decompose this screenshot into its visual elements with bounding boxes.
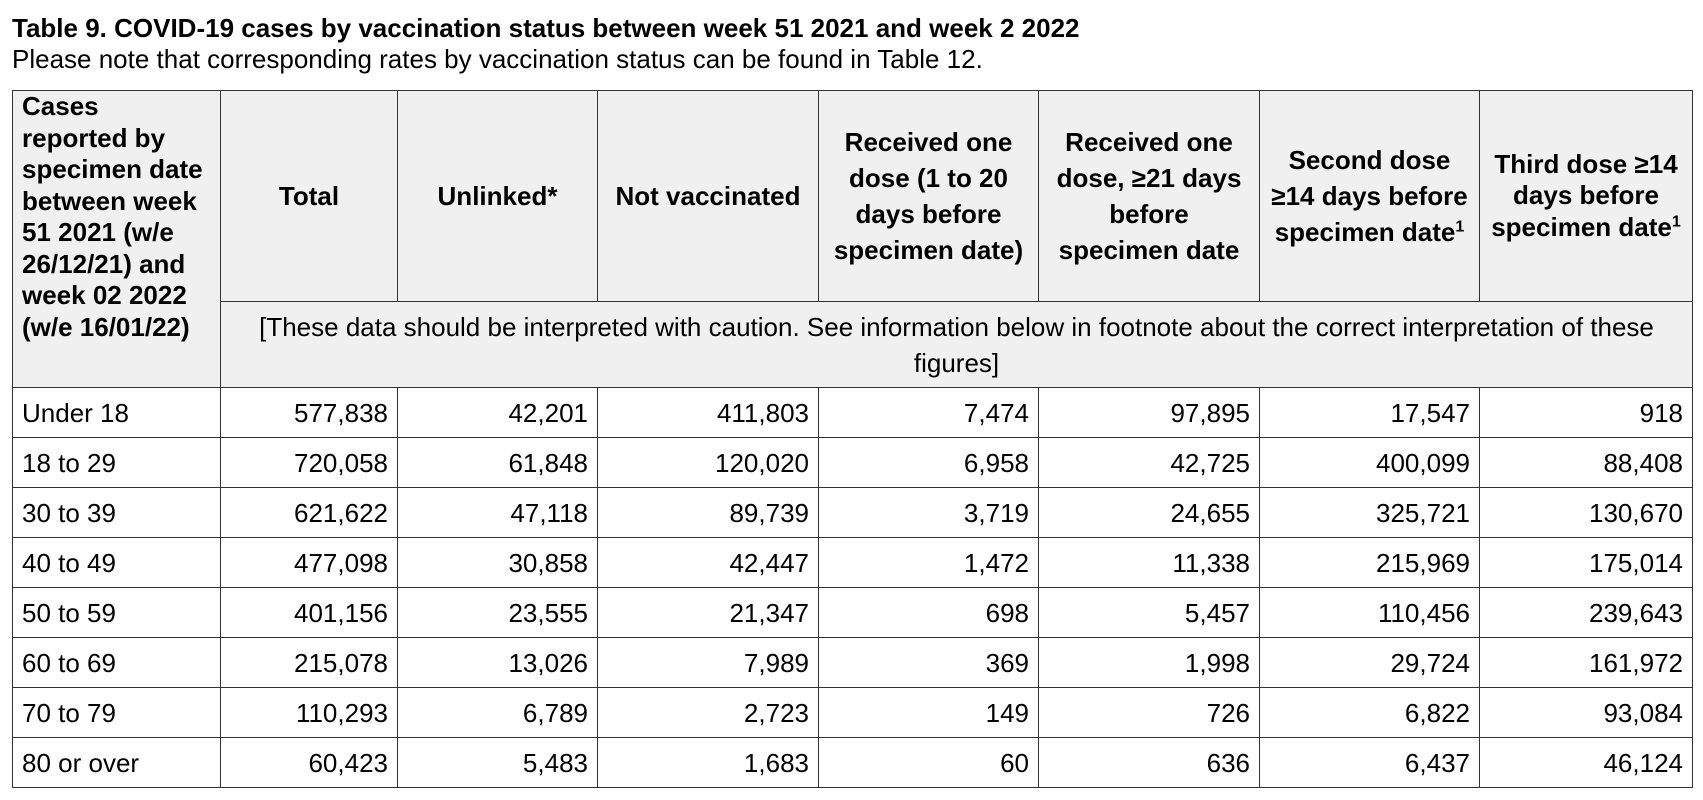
total-cell: 215,078: [220, 637, 398, 688]
header-row: Cases reported by specimen date between …: [12, 90, 1693, 388]
table-subtitle: Please note that corresponding rates by …: [12, 44, 983, 74]
one-dose-21-plus-cell: 11,338: [1038, 537, 1260, 588]
second-dose-cell: 325,721: [1259, 487, 1480, 538]
table-title: Table 9. COVID-19 cases by vaccination s…: [12, 13, 1080, 43]
column-header: Received one dose, ≥21 days before speci…: [1038, 90, 1260, 302]
age-group-cell: 40 to 49: [12, 537, 221, 588]
unlinked-cell: 42,201: [397, 387, 598, 438]
one-dose-21-plus-cell: 1,998: [1038, 637, 1260, 688]
column-header-label: Not vaccinated: [615, 181, 801, 211]
total-cell: 621,622: [220, 487, 398, 538]
unlinked-cell: 13,026: [397, 637, 598, 688]
third-dose-cell: 239,643: [1479, 587, 1693, 638]
column-header-label: Unlinked*: [437, 181, 558, 211]
age-group-cell: 30 to 39: [12, 487, 221, 538]
unlinked-cell: 6,789: [397, 687, 598, 738]
column-header: Third dose ≥14 days before specimen date…: [1479, 90, 1693, 302]
total-cell: 720,058: [220, 437, 398, 488]
column-header-label: Total: [278, 181, 340, 211]
not-vaccinated-cell: 2,723: [597, 687, 819, 738]
age-group-cell: 60 to 69: [12, 637, 221, 688]
not-vaccinated-cell: 21,347: [597, 587, 819, 638]
third-dose-cell: 918: [1479, 387, 1693, 438]
table-row: 30 to 39 621,622 47,118 89,739 3,719 24,…: [12, 487, 1693, 538]
not-vaccinated-cell: 89,739: [597, 487, 819, 538]
one-dose-1-20-cell: 60: [818, 737, 1039, 788]
third-dose-cell: 46,124: [1479, 737, 1693, 788]
table-row: Under 18 577,838 42,201 411,803 7,474 97…: [12, 387, 1693, 438]
table-row: 60 to 69 215,078 13,026 7,989 369 1,998 …: [12, 637, 1693, 688]
not-vaccinated-cell: 42,447: [597, 537, 819, 588]
column-header-label: Second dose ≥14 days before specimen dat…: [1271, 145, 1468, 247]
one-dose-21-plus-cell: 636: [1038, 737, 1260, 788]
table-row: 70 to 79 110,293 6,789 2,723 149 726 6,8…: [12, 687, 1693, 738]
third-dose-cell: 93,084: [1479, 687, 1693, 738]
not-vaccinated-cell: 1,683: [597, 737, 819, 788]
column-header-label: Third dose ≥14 days before specimen date: [1491, 148, 1678, 242]
third-dose-cell: 175,014: [1479, 537, 1693, 588]
age-group-cell: 50 to 59: [12, 587, 221, 638]
total-cell: 577,838: [220, 387, 398, 438]
table-row: 40 to 49 477,098 30,858 42,447 1,472 11,…: [12, 537, 1693, 588]
not-vaccinated-cell: 411,803: [597, 387, 819, 438]
not-vaccinated-cell: 120,020: [597, 437, 819, 488]
age-group-cell: 70 to 79: [12, 687, 221, 738]
unlinked-cell: 23,555: [397, 587, 598, 638]
column-header: Unlinked*: [397, 90, 598, 302]
one-dose-1-20-cell: 698: [818, 587, 1039, 638]
unlinked-cell: 47,118: [397, 487, 598, 538]
column-header-label: Received one dose (1 to 20 days before s…: [833, 127, 1024, 265]
one-dose-21-plus-cell: 5,457: [1038, 587, 1260, 638]
table-row: 18 to 29 720,058 61,848 120,020 6,958 42…: [12, 437, 1693, 488]
title-block: Table 9. COVID-19 cases by vaccination s…: [12, 12, 1692, 74]
vaccination-status-table: Cases reported by specimen date between …: [12, 90, 1693, 788]
unlinked-cell: 30,858: [397, 537, 598, 588]
one-dose-1-20-cell: 6,958: [818, 437, 1039, 488]
one-dose-21-plus-cell: 24,655: [1038, 487, 1260, 538]
column-header: Second dose ≥14 days before specimen dat…: [1259, 90, 1480, 302]
not-vaccinated-cell: 7,989: [597, 637, 819, 688]
column-header: Received one dose (1 to 20 days before s…: [818, 90, 1039, 302]
one-dose-21-plus-cell: 97,895: [1038, 387, 1260, 438]
age-group-cell: 80 or over: [12, 737, 221, 788]
third-dose-cell: 130,670: [1479, 487, 1693, 538]
one-dose-1-20-cell: 3,719: [818, 487, 1039, 538]
one-dose-1-20-cell: 369: [818, 637, 1039, 688]
second-dose-cell: 215,969: [1259, 537, 1480, 588]
second-dose-cell: 29,724: [1259, 637, 1480, 688]
row-header-cell: Cases reported by specimen date between …: [12, 90, 221, 388]
total-cell: 477,098: [220, 537, 398, 588]
footnote-marker: 1: [1671, 213, 1681, 231]
column-header: Not vaccinated: [597, 90, 819, 302]
table-row: 50 to 59 401,156 23,555 21,347 698 5,457…: [12, 587, 1693, 638]
second-dose-cell: 400,099: [1259, 437, 1480, 488]
footnote-marker: 1: [1455, 218, 1465, 236]
one-dose-1-20-cell: 1,472: [818, 537, 1039, 588]
second-dose-cell: 17,547: [1259, 387, 1480, 438]
caution-row: [These data should be interpreted with c…: [13, 301, 1693, 388]
total-cell: 401,156: [220, 587, 398, 638]
second-dose-cell: 6,437: [1259, 737, 1480, 788]
table-row: 80 or over 60,423 5,483 1,683 60 636 6,4…: [12, 737, 1693, 788]
caution-note: [These data should be interpreted with c…: [220, 301, 1693, 388]
total-cell: 110,293: [220, 687, 398, 738]
third-dose-cell: 161,972: [1479, 637, 1693, 688]
column-header-label: Received one dose, ≥21 days before speci…: [1056, 127, 1242, 265]
unlinked-cell: 5,483: [397, 737, 598, 788]
third-dose-cell: 88,408: [1479, 437, 1693, 488]
one-dose-21-plus-cell: 42,725: [1038, 437, 1260, 488]
column-header: Total: [220, 90, 398, 302]
age-group-cell: 18 to 29: [12, 437, 221, 488]
total-cell: 60,423: [220, 737, 398, 788]
age-group-cell: Under 18: [12, 387, 221, 438]
one-dose-1-20-cell: 7,474: [818, 387, 1039, 438]
second-dose-cell: 6,822: [1259, 687, 1480, 738]
unlinked-cell: 61,848: [397, 437, 598, 488]
one-dose-1-20-cell: 149: [818, 687, 1039, 738]
one-dose-21-plus-cell: 726: [1038, 687, 1260, 738]
second-dose-cell: 110,456: [1259, 587, 1480, 638]
